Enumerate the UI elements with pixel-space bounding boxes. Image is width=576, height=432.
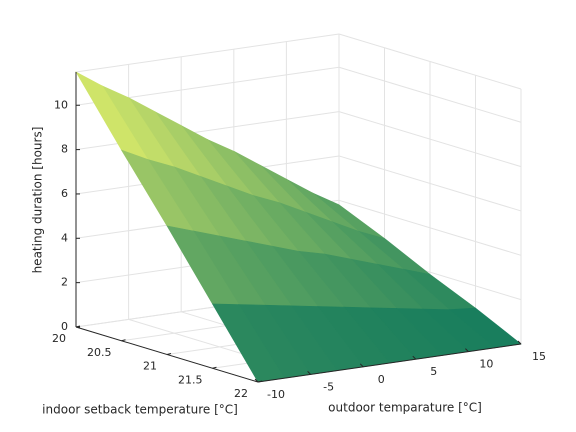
y-tick (359, 363, 364, 368)
y-tick-label: 15 (532, 350, 546, 363)
y-tick-label: 10 (479, 358, 493, 371)
y-tick-label: -5 (323, 380, 334, 393)
y-tick (465, 348, 469, 352)
z-tick-label: 2 (61, 276, 68, 289)
y-axis (257, 343, 522, 383)
y-tick (254, 378, 259, 383)
axes: 0 2 4 6 8 10 20 20.5 21 21.5 22 -10 -5 0 5 10 15 (52, 72, 546, 401)
y-tick (517, 340, 522, 345)
x-tick-label: 21 (143, 360, 157, 373)
x-tick-label: 22 (234, 387, 248, 400)
x-axis-label: indoor setback temperature [°C] (42, 403, 238, 417)
x-tick (121, 339, 126, 342)
z-tick-label: 6 (61, 187, 68, 200)
z-tick-label: 8 (61, 143, 68, 156)
x-tick (212, 366, 217, 369)
x-tick (166, 353, 172, 355)
z-tick-label: 4 (61, 231, 68, 244)
surface (75, 71, 522, 383)
x-tick-label: 20 (52, 332, 66, 345)
x-tick (75, 325, 81, 328)
x-tick-label: 20.5 (87, 346, 112, 359)
z-tick-label: 0 (61, 320, 68, 333)
y-tick-label: 0 (378, 373, 385, 386)
y-tick (307, 371, 311, 375)
y-tick (412, 355, 417, 360)
x-tick-label: 21.5 (178, 373, 203, 386)
z-tick-label: 10 (54, 98, 68, 111)
z-axis-label: heating duration [hours] (31, 127, 45, 274)
box-edge (338, 33, 522, 90)
box-edge (75, 33, 340, 73)
x-tick (257, 380, 263, 383)
y-axis-label: outdoor temparature [°C] (328, 401, 482, 415)
y-tick-label: -10 (267, 388, 285, 401)
y-tick-label: 5 (430, 365, 437, 378)
